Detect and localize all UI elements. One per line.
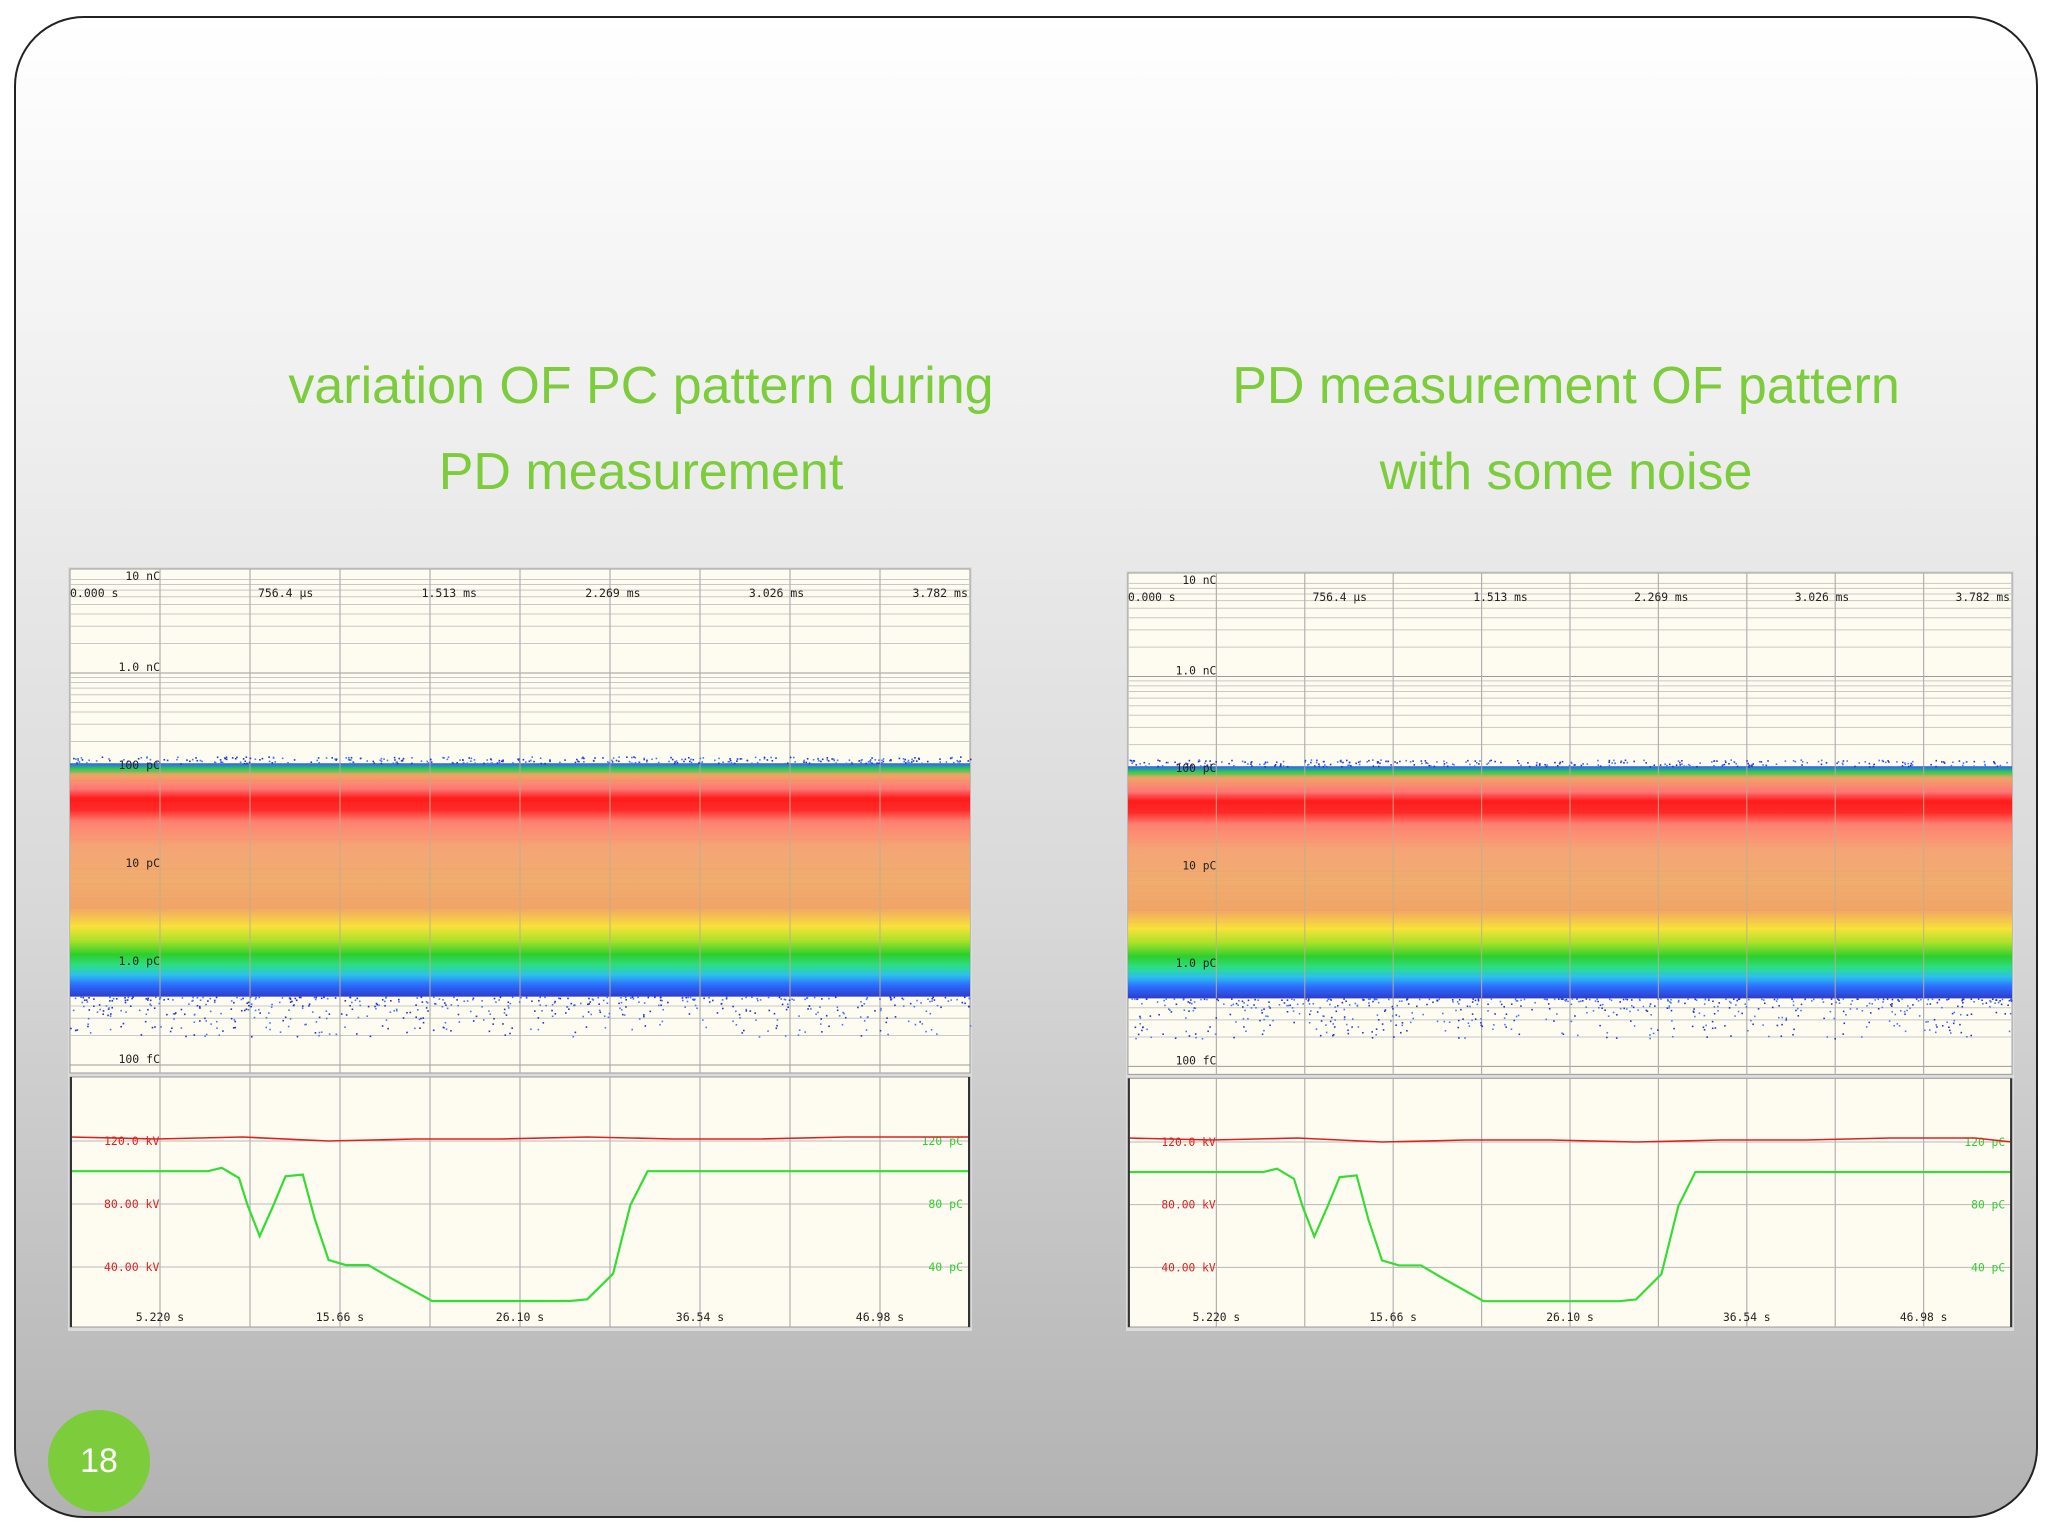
trend-x-tick-label: 46.98 s bbox=[856, 1310, 904, 1324]
trend-charge-tick-label: 40 pC bbox=[1971, 1260, 2005, 1274]
pattern-scatter-dots bbox=[70, 756, 972, 1038]
charge-series-line bbox=[1127, 1167, 2013, 1303]
trend-charge-tick-label: 120 pC bbox=[921, 1134, 963, 1148]
top-time-tick: 2.269 ms bbox=[585, 586, 640, 600]
charge-tick-label: 1.0 nC bbox=[118, 660, 160, 674]
top-time-tick: 756.4 µs bbox=[1313, 590, 1367, 604]
charge-tick-label: 10 nC bbox=[125, 569, 160, 583]
right-chart-title: PD measurement OF pattern with some nois… bbox=[1166, 343, 1966, 515]
trend-x-tick-label: 26.10 s bbox=[496, 1310, 544, 1324]
trend-x-tick-label: 36.54 s bbox=[1723, 1310, 1771, 1324]
trend-x-tick-label: 15.66 s bbox=[1369, 1310, 1417, 1324]
voltage-tick-label: 120.0 kV bbox=[104, 1134, 159, 1148]
left-title-line-1: variation OF PC pattern during bbox=[288, 357, 994, 415]
charge-series-line bbox=[70, 1166, 970, 1303]
trend-x-tick-label: 46.98 s bbox=[1900, 1310, 1948, 1324]
voltage-tick-label: 120.0 kV bbox=[1161, 1135, 1216, 1149]
top-time-tick: 3.026 ms bbox=[749, 586, 804, 600]
top-time-tick: 756.4 µs bbox=[258, 586, 313, 600]
charge-tick-label: 10 pC bbox=[125, 856, 160, 870]
trend-charge-tick-label: 80 pC bbox=[928, 1197, 963, 1211]
trend-x-tick-label: 26.10 s bbox=[1546, 1310, 1594, 1324]
top-time-tick: 2.269 ms bbox=[1634, 590, 1688, 604]
right-title-line-1: PD measurement OF pattern bbox=[1232, 357, 1900, 415]
charge-tick-label: 1.0 pC bbox=[118, 954, 160, 968]
top-time-tick: 1.513 ms bbox=[1473, 590, 1527, 604]
pd-chart-svg: 0.000 s 756.4 µs 1.513 ms 2.269 ms 3.026 ms 3… bbox=[68, 567, 972, 1331]
top-time-tick: 0.000 s bbox=[70, 586, 118, 600]
page-number-badge: 18 bbox=[48, 1410, 150, 1512]
top-time-tick: 0.000 s bbox=[1128, 590, 1176, 604]
pd-chart-svg: 0.000 s 756.4 µs 1.513 ms 2.269 ms 3.026 ms 3… bbox=[1126, 571, 2014, 1331]
top-time-tick: 3.782 ms bbox=[1956, 590, 2010, 604]
charge-tick-label: 1.0 nC bbox=[1176, 663, 1217, 677]
top-time-tick: 3.026 ms bbox=[1795, 590, 1849, 604]
trend-x-tick-label: 5.220 s bbox=[136, 1310, 184, 1324]
trend-x-tick-label: 5.220 s bbox=[1193, 1310, 1241, 1324]
left-title-line-2: PD measurement bbox=[438, 443, 844, 501]
voltage-tick-label: 40.00 kV bbox=[1161, 1260, 1216, 1274]
charge-tick-label: 100 fC bbox=[1176, 1053, 1217, 1067]
voltage-series-line bbox=[1127, 1137, 2013, 1143]
voltage-tick-label: 80.00 kV bbox=[1161, 1198, 1216, 1212]
trend-x-tick-label: 36.54 s bbox=[676, 1310, 724, 1324]
trend-charge-tick-label: 80 pC bbox=[1971, 1198, 2005, 1212]
left-chart-title: variation OF PC pattern during PD measur… bbox=[216, 343, 1066, 515]
slide: variation OF PC pattern during PD measur… bbox=[14, 16, 2038, 1518]
charge-tick-label: 10 pC bbox=[1182, 858, 1216, 872]
right-pd-chart: 0.000 s 756.4 µs 1.513 ms 2.269 ms 3.026 ms 3… bbox=[1126, 571, 2014, 1331]
charge-tick-label: 100 fC bbox=[118, 1052, 160, 1066]
left-pd-chart: 0.000 s 756.4 µs 1.513 ms 2.269 ms 3.026 ms 3… bbox=[68, 567, 972, 1331]
top-time-tick: 3.782 ms bbox=[912, 586, 967, 600]
top-time-tick: 1.513 ms bbox=[422, 586, 477, 600]
charge-tick-label: 100 pC bbox=[1176, 761, 1217, 775]
trend-charge-tick-label: 120 pC bbox=[1964, 1135, 2005, 1149]
voltage-tick-label: 80.00 kV bbox=[104, 1197, 159, 1211]
voltage-series-line bbox=[69, 1136, 970, 1142]
pattern-scatter-dots bbox=[1129, 759, 2013, 1040]
trend-charge-tick-label: 40 pC bbox=[928, 1260, 963, 1274]
charge-tick-label: 100 pC bbox=[118, 758, 160, 772]
charge-tick-label: 10 nC bbox=[1182, 573, 1216, 587]
trend-x-tick-label: 15.66 s bbox=[316, 1310, 364, 1324]
charge-tick-label: 1.0 pC bbox=[1176, 956, 1217, 970]
voltage-tick-label: 40.00 kV bbox=[104, 1260, 159, 1274]
right-title-line-2: with some noise bbox=[1379, 443, 1753, 501]
